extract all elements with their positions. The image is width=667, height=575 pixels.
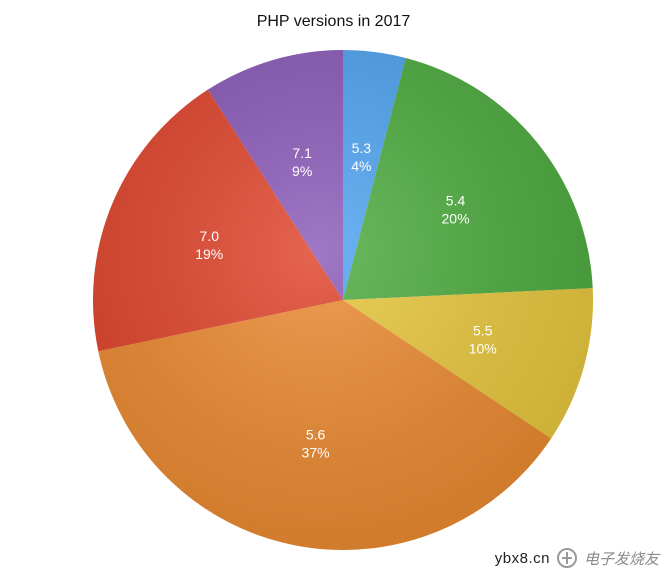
slice-percent-7-0: 19% xyxy=(195,246,223,262)
chart-title: PHP versions in 2017 xyxy=(256,13,411,30)
slice-percent-5-6: 37% xyxy=(302,444,330,460)
slice-percent-5-5: 10% xyxy=(469,341,497,357)
slice-percent-7-1: 9% xyxy=(292,163,312,179)
slice-label-5-6: 5.6 xyxy=(306,426,326,442)
slice-label-7-1: 7.1 xyxy=(292,145,312,161)
slice-label-5-3: 5.3 xyxy=(352,140,372,156)
slice-label-5-4: 5.4 xyxy=(446,193,466,209)
watermark: ybx8.cn 电子发烧友 xyxy=(495,547,659,569)
watermark-domain: ybx8.cn xyxy=(494,549,550,567)
watermark-brand: 电子发烧友 xyxy=(583,550,659,568)
slice-percent-5-3: 4% xyxy=(351,158,371,174)
slice-percent-5-4: 20% xyxy=(442,211,470,227)
slice-label-5-5: 5.5 xyxy=(473,323,493,339)
slice-label-7-0: 7.0 xyxy=(200,228,220,244)
watermark-logo-icon xyxy=(556,548,577,568)
